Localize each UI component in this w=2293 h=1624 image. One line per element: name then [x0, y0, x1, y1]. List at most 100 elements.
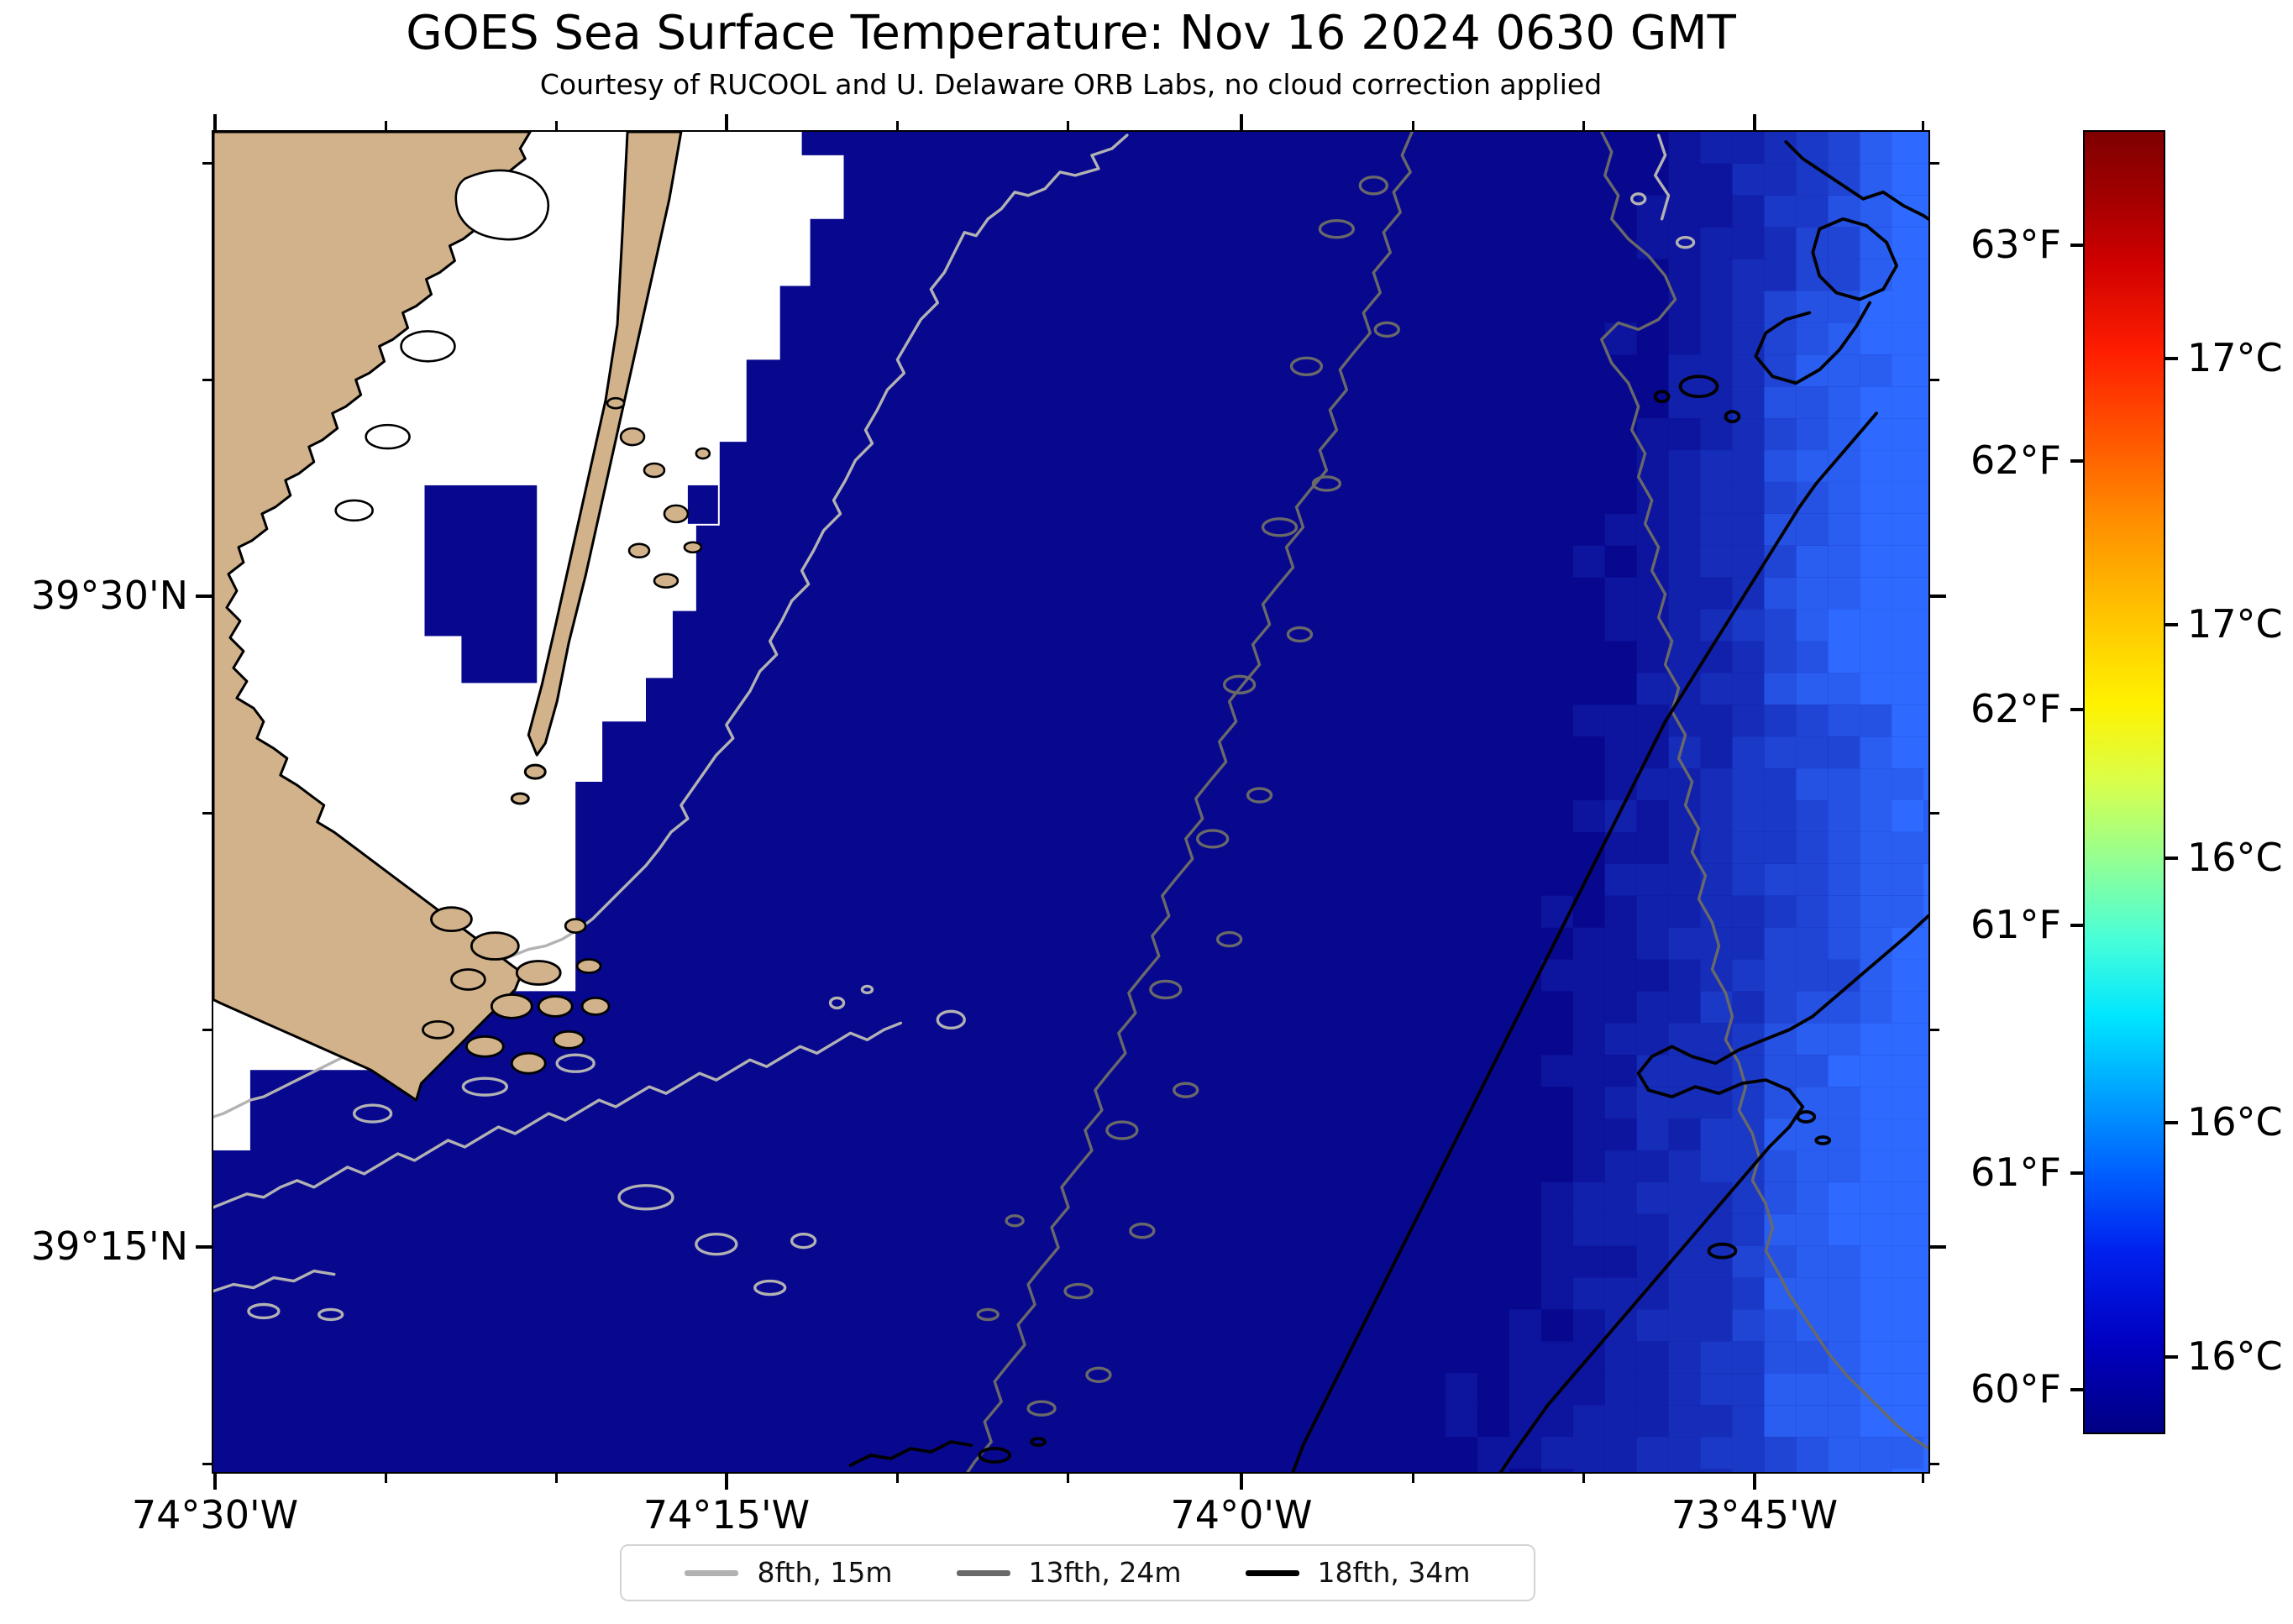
sst-pixel: [1668, 1405, 1701, 1438]
sst-pixel: [1732, 800, 1765, 832]
sst-pixel: [1828, 1373, 1860, 1406]
sst-pixel: [1540, 1469, 1573, 1472]
sst-pixel: [1892, 1213, 1924, 1246]
sst-pixel: [1828, 1055, 1860, 1087]
sst-pixel: [1796, 1213, 1829, 1246]
sst-pixel: [1892, 354, 1924, 387]
sst-pixel: [1923, 705, 1928, 737]
colorbar-tick-c: [2165, 1121, 2178, 1124]
sst-pixel: [1923, 1118, 1928, 1150]
figure-title: GOES Sea Surface Temperature: Nov 16 202…: [406, 6, 1736, 60]
sst-pixel: [1892, 1469, 1924, 1472]
sst-pixel: [1700, 1405, 1733, 1438]
colorbar-label-fahrenheit: 63°F: [1970, 222, 2061, 267]
sst-pixel: [1636, 1437, 1669, 1469]
sst-pixel: [1732, 450, 1765, 482]
sst-pixel: [1764, 163, 1797, 196]
sst-pixel: [1892, 1245, 1924, 1278]
sst-pixel: [1828, 577, 1860, 610]
x-minor-tick-top: [895, 121, 899, 130]
sst-pixel: [1923, 1341, 1928, 1374]
sst-pixel: [1572, 959, 1605, 992]
sst-pixel: [1572, 1277, 1605, 1310]
y-major-tick-right: [1930, 1245, 1946, 1249]
sst-pixel: [1700, 1150, 1733, 1182]
sst-pixel: [1604, 1150, 1637, 1182]
colorbar-label-fahrenheit: 61°F: [1970, 902, 2061, 947]
sst-pixel: [1892, 132, 1924, 164]
sst-pixel: [1892, 386, 1924, 419]
colorbar-label-celsius: 16°C: [2187, 835, 2283, 880]
sst-pixel: [1572, 1373, 1605, 1406]
y-major-tick: [196, 1245, 212, 1249]
sst-pixel: [1892, 1181, 1924, 1214]
sst-pixel: [1828, 895, 1860, 928]
sst-pixel: [1604, 1437, 1637, 1469]
sst-pixel: [1636, 1469, 1669, 1472]
sst-pixel: [1860, 1150, 1892, 1182]
sst-pixel: [1828, 545, 1860, 578]
sst-pixel: [1892, 1087, 1924, 1119]
sst-pixel: [1923, 132, 1928, 164]
sst-pixel: [1860, 768, 1892, 801]
sst-pixel: [1892, 163, 1924, 196]
y-axis-label-39-30: 39°30'N: [30, 573, 188, 618]
sst-pixel: [1572, 1087, 1605, 1119]
legend-line-swatch: [956, 1569, 1010, 1576]
sst-pixel: [1796, 386, 1829, 419]
sst-pixel: [1636, 481, 1669, 514]
sst-pixel: [1668, 991, 1701, 1024]
sst-pixel: [1572, 991, 1605, 1024]
sst-pixel: [1668, 1055, 1701, 1087]
sst-pixel: [1828, 1245, 1860, 1278]
sst-pixel: [1764, 1373, 1797, 1406]
sst-pixel: [1796, 895, 1829, 928]
sst-pixel: [1892, 481, 1924, 514]
sst-pixel: [1636, 1118, 1669, 1150]
x-minor-tick-top: [1582, 121, 1585, 130]
sst-pixel: [1860, 132, 1892, 164]
sst-pixel: [1892, 322, 1924, 355]
sst-pixel: [1923, 863, 1928, 896]
sst-pixel: [1796, 291, 1829, 323]
sst-pixel: [1764, 991, 1797, 1024]
sst-pixel: [1732, 418, 1765, 451]
sst-pixel: [1892, 450, 1924, 482]
barrier-island: [510, 132, 683, 805]
figure-subtitle: Courtesy of RUCOOL and U. Delaware ORB L…: [539, 68, 1603, 101]
sst-pixel: [1764, 959, 1797, 992]
sst-pixel: [1732, 1277, 1765, 1310]
sst-pixel: [1540, 1181, 1573, 1214]
marsh-islands: [422, 906, 611, 1075]
sst-pixel: [1572, 545, 1605, 578]
sst-pixel: [1668, 641, 1701, 673]
colorbar-label-celsius: 16°C: [2187, 1333, 2283, 1379]
sst-pixel: [1668, 927, 1701, 960]
sst-pixel: [1764, 673, 1797, 705]
sst-pixel: [1923, 1373, 1928, 1406]
sst-pixel: [1828, 768, 1860, 801]
sst-pixel: [1732, 1118, 1765, 1150]
sst-pixel: [1540, 1277, 1573, 1310]
sst-pixel: [1732, 1405, 1765, 1438]
sst-pixel: [1732, 927, 1765, 960]
sst-pixel: [1860, 1405, 1892, 1438]
sst-pixel: [1700, 1373, 1733, 1406]
sst-pixel: [1796, 1373, 1829, 1406]
sst-pixel: [1636, 1373, 1669, 1406]
sst-pixel: [1604, 736, 1637, 769]
sst-pixel: [1668, 227, 1701, 259]
sst-pixel: [1732, 863, 1765, 896]
sst-pixel: [1860, 1277, 1892, 1310]
sst-pixel: [1892, 1309, 1924, 1342]
sst-pixel: [1892, 609, 1924, 642]
sst-pixel: [1636, 736, 1669, 769]
sst-pixel: [1764, 386, 1797, 419]
sst-pixel: [1668, 1245, 1701, 1278]
sst-pixel: [1572, 927, 1605, 960]
sst-pixel: [1923, 291, 1928, 323]
sst-pixel: [1604, 1277, 1637, 1310]
contour-18fth: [848, 140, 1928, 1472]
sst-pixel: [1923, 354, 1928, 387]
sst-pixel: [1604, 1373, 1637, 1406]
